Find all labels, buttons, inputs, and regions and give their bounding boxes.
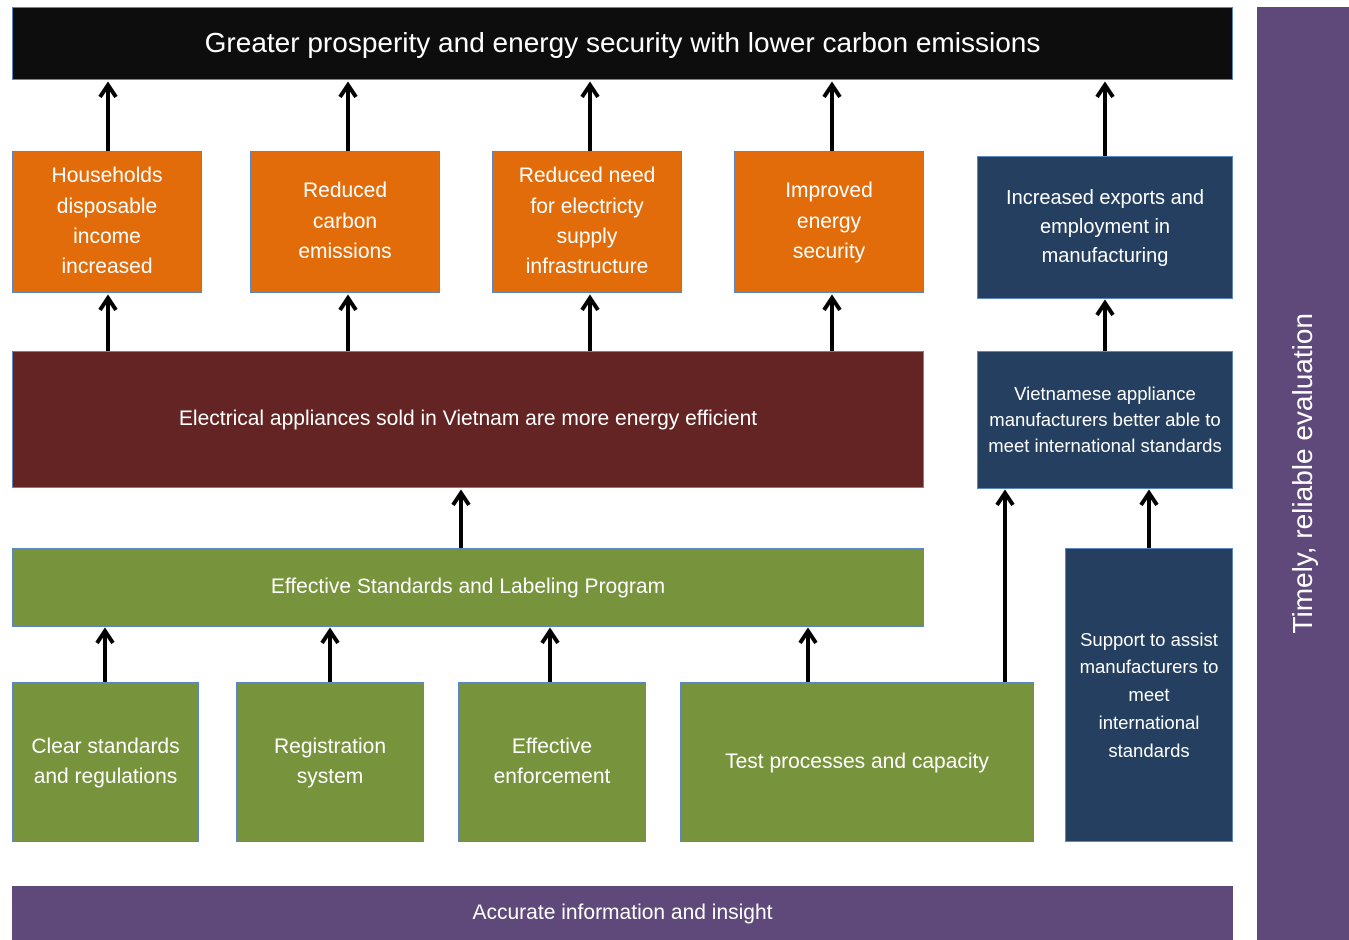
component-box: Test processes and capacity (680, 682, 1034, 842)
outcome-box: Improved energy security (734, 151, 924, 293)
evaluation-bar: Timely, reliable evaluation (1257, 7, 1349, 940)
arrow (451, 489, 1159, 548)
support-box: Support to assist manufacturers to meet … (1065, 548, 1233, 842)
component-box: Clear standards and regulations (12, 682, 199, 842)
arrow (98, 81, 1115, 156)
outcome-box: Reduced need for electricty supply infra… (492, 151, 682, 293)
arrow-group (95, 81, 1159, 682)
standards-box: Vietnamese appliance manufacturers bette… (977, 351, 1233, 489)
component-box: Registration system (236, 682, 424, 842)
outcome-box: Households disposable income increased (12, 151, 202, 293)
arrow (98, 294, 1115, 351)
info-bar: Accurate information and insight (12, 886, 1233, 940)
exports-box: Increased exports and employment in manu… (977, 156, 1233, 299)
efficiency-box: Electrical appliances sold in Vietnam ar… (12, 351, 924, 488)
outcome-box: Reduced carbon emissions (250, 151, 440, 293)
program-box: Effective Standards and Labeling Program (12, 548, 924, 627)
component-box: Effective enforcement (458, 682, 646, 842)
goal-box: Greater prosperity and energy security w… (12, 7, 1233, 80)
arrow (95, 489, 1015, 682)
